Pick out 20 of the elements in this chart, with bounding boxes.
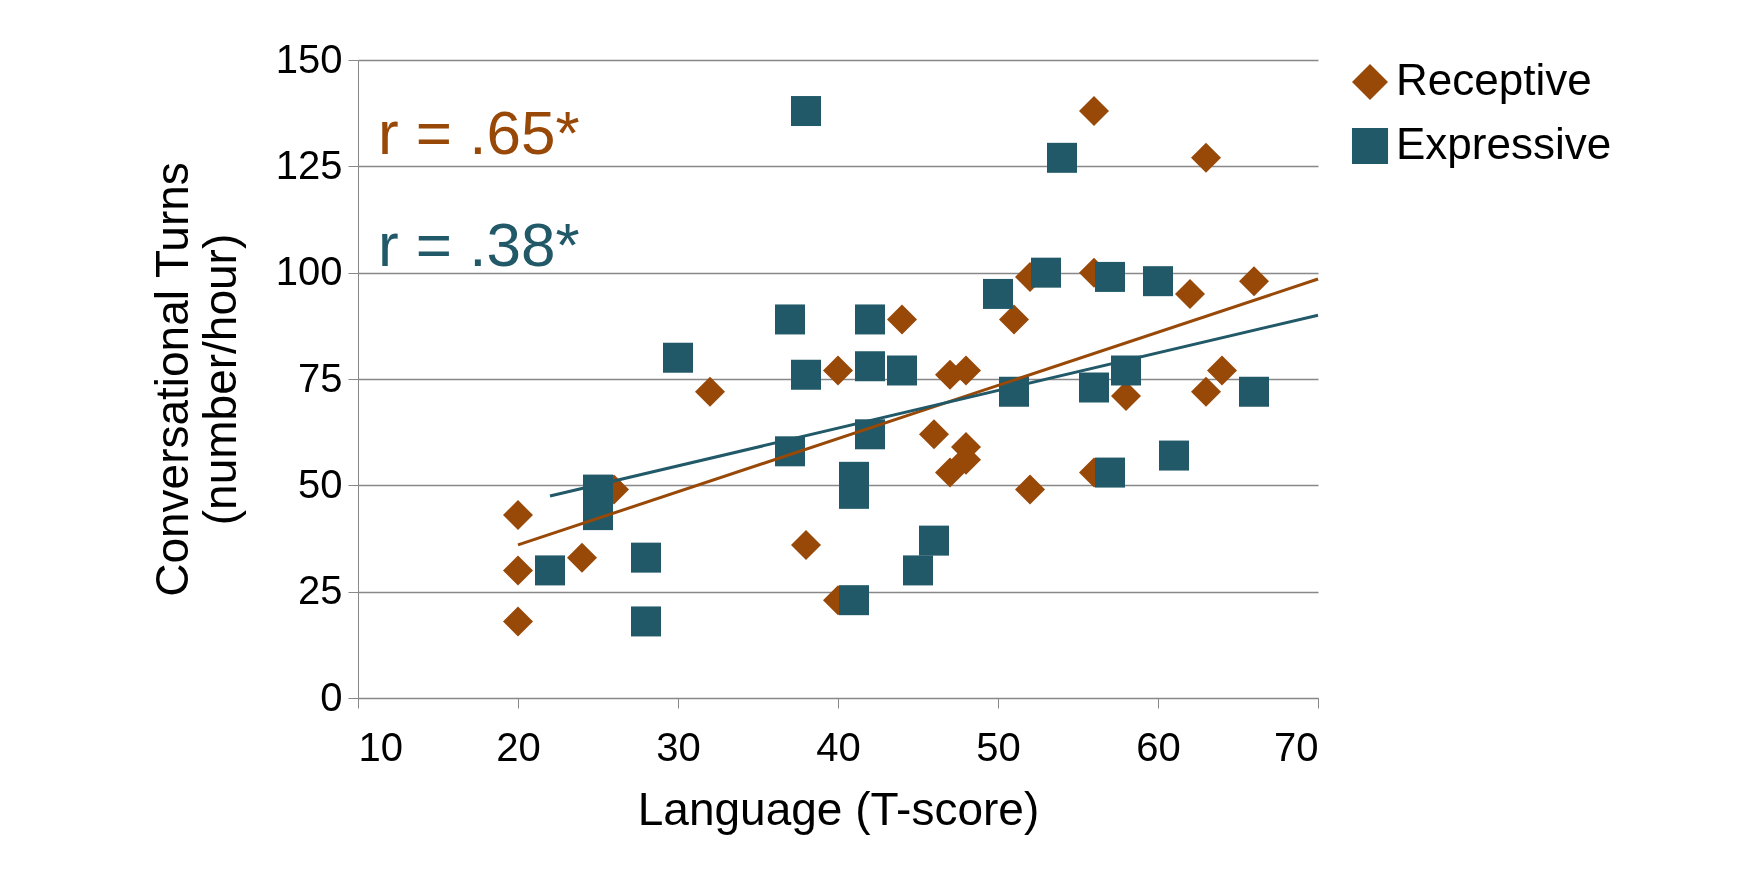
y-tick-label: 150 [275,36,343,81]
y-axis-title: Conversational Turns (number/hour) [145,162,246,597]
x-axis-title: Language (T-score) [637,782,1040,835]
y-tick-label: 0 [320,674,343,719]
y-tick-label: 25 [298,568,343,613]
x-tick-label: 20 [496,724,541,769]
x-tick-label: 30 [656,724,701,769]
annotation: r = .38* [378,210,580,279]
y-tick-label: 125 [275,142,343,187]
y-tick-label: 100 [275,249,343,294]
x-tick-label: 50 [976,724,1021,769]
legend-label: Expressive [1396,119,1612,168]
y-tick-label: 75 [298,355,343,400]
legend-label: Receptive [1396,55,1592,104]
x-tick-label: 40 [816,724,861,769]
y-tick-label: 50 [298,461,343,506]
annotation: r = .65* [378,98,580,167]
x-tick-label: 60 [1136,724,1181,769]
x-tick-label: 70 [1274,724,1319,769]
x-tick-label: 10 [358,724,403,769]
